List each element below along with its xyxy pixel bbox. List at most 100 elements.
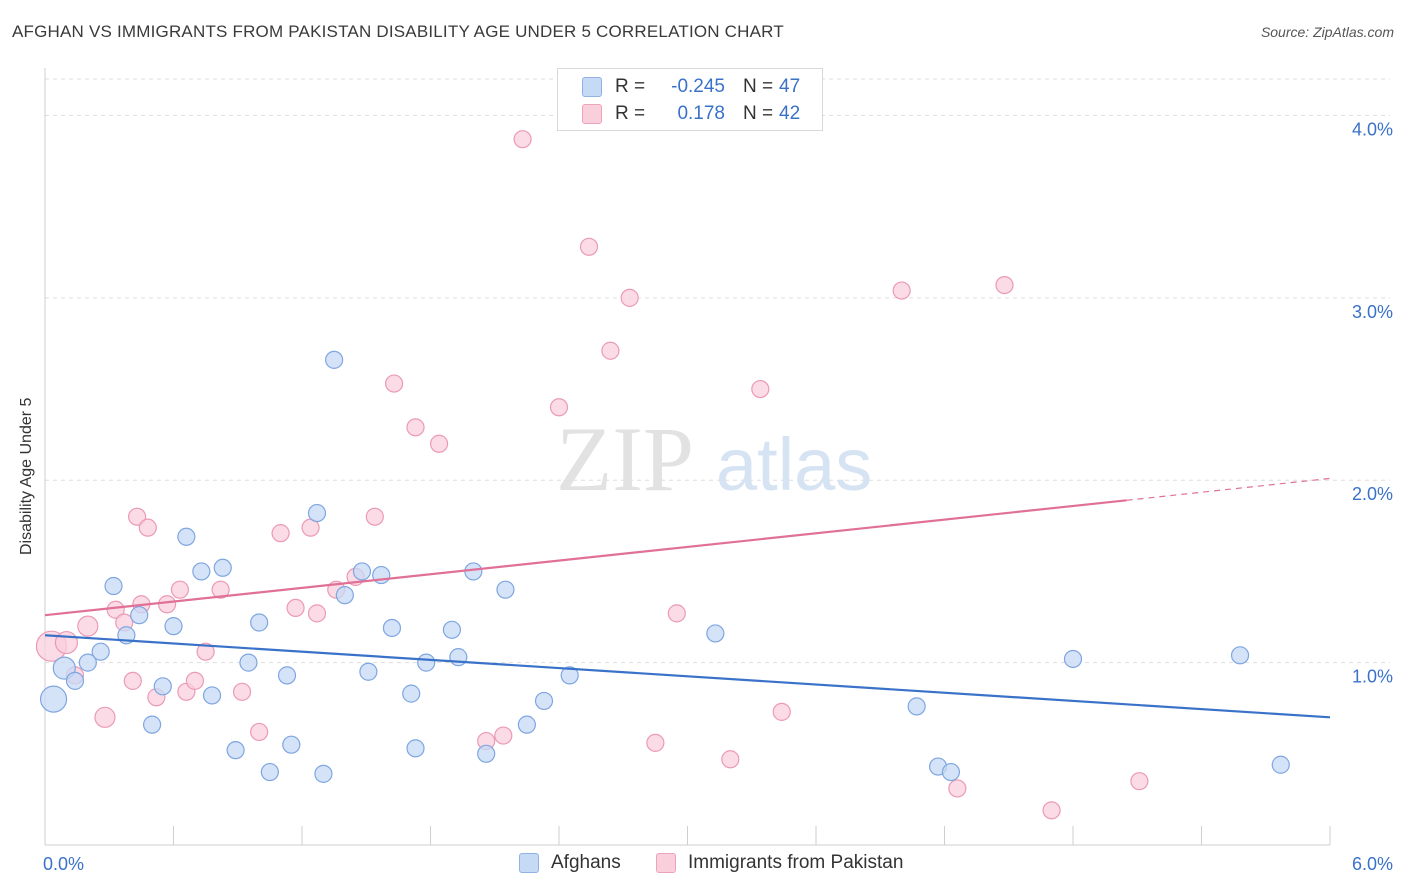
point-afghans — [226, 741, 245, 760]
trend-lines — [44, 477, 1331, 719]
point-afghans — [277, 666, 297, 685]
point-afghans — [307, 503, 327, 523]
x-tick-label: 0.0% — [43, 854, 84, 874]
point-afghans — [104, 576, 123, 596]
point-pakistan — [429, 434, 449, 453]
point-pakistan — [751, 379, 770, 399]
point-pakistan — [772, 702, 791, 721]
point-afghans — [177, 527, 196, 546]
legend-swatch-pakistan — [582, 104, 602, 124]
point-pakistan — [271, 524, 290, 543]
point-afghans — [78, 653, 97, 672]
point-afghans — [907, 697, 926, 716]
point-pakistan — [406, 418, 425, 437]
point-afghans — [250, 613, 269, 632]
point-pakistan — [667, 604, 686, 623]
point-afghans — [359, 662, 378, 681]
point-pakistan — [286, 598, 305, 618]
point-afghans — [560, 666, 579, 685]
point-afghans — [517, 715, 536, 734]
point-pakistan — [106, 600, 125, 619]
point-afghans — [91, 642, 110, 661]
axes — [44, 68, 1331, 846]
point-pakistan — [77, 615, 99, 637]
series-legend: Afghans Immigrants from Pakistan — [0, 852, 1406, 878]
point-pakistan — [620, 288, 639, 307]
point-afghans — [39, 685, 68, 713]
legend-row-pakistan: R = 0.178 N = 42 — [582, 102, 800, 126]
trend-line-pakistan — [44, 499, 1127, 617]
y-tick-label: 3.0% — [1352, 302, 1393, 322]
point-afghans — [192, 562, 211, 581]
point-pakistan — [579, 237, 599, 256]
trend-line-pakistan-extension — [1126, 477, 1331, 501]
watermark: ZIP atlas — [556, 408, 872, 510]
point-afghans — [325, 350, 344, 369]
y-axis-label-wrap: Disability Age Under 5 — [18, 398, 38, 556]
point-afghans — [406, 739, 425, 758]
point-pakistan — [54, 630, 79, 655]
point-pakistan — [494, 726, 513, 745]
legend-label-pakistan: Immigrants from Pakistan — [688, 852, 904, 873]
series-afghans-points — [39, 350, 1290, 783]
point-pakistan — [196, 642, 215, 661]
point-afghans — [282, 735, 301, 754]
grid-lines — [45, 78, 1390, 664]
point-afghans — [352, 562, 372, 581]
tick-labels: 1.0% 2.0% 3.0% 4.0% 0.0% 6.0% — [43, 119, 1393, 874]
point-afghans — [1230, 646, 1250, 665]
series-pakistan-points — [35, 130, 1149, 820]
y-tick-label: 2.0% — [1352, 484, 1393, 504]
y-axis-label: Disability Age Under 5 — [18, 397, 35, 555]
point-afghans — [164, 617, 183, 636]
point-afghans — [130, 606, 149, 625]
point-pakistan — [250, 722, 269, 742]
point-pakistan — [721, 750, 740, 769]
point-afghans — [239, 653, 258, 672]
point-pakistan — [232, 682, 252, 701]
point-pakistan — [211, 580, 230, 599]
legend-n-label: N = — [743, 103, 774, 124]
correlation-legend: R = -0.245 N = 47 R = 0.178 N = 42 — [557, 68, 823, 131]
point-pakistan — [138, 518, 157, 537]
point-afghans — [496, 580, 515, 599]
legend-r-label: R = — [615, 103, 646, 124]
legend-swatch-pakistan — [656, 853, 676, 873]
legend-n-value: 47 — [779, 76, 801, 97]
legend-item-pakistan: Immigrants from Pakistan — [656, 852, 903, 874]
point-afghans — [1271, 755, 1290, 774]
point-pakistan — [892, 281, 911, 300]
point-afghans — [314, 764, 333, 783]
point-pakistan — [601, 341, 620, 360]
point-pakistan — [185, 671, 205, 690]
legend-swatch-afghans — [519, 853, 539, 873]
y-tick-label: 1.0% — [1352, 667, 1393, 687]
point-afghans — [65, 671, 85, 690]
watermark-zip: ZIP — [556, 408, 694, 510]
legend-r-value: 0.178 — [677, 103, 725, 124]
x-tick-label: 6.0% — [1352, 854, 1393, 874]
legend-row-afghans: R = -0.245 N = 47 — [582, 75, 800, 99]
point-afghans — [477, 744, 496, 763]
point-afghans — [442, 620, 462, 639]
y-tick-label: 4.0% — [1352, 119, 1393, 139]
legend-n-value: 42 — [779, 103, 801, 124]
point-afghans — [142, 715, 162, 734]
point-afghans — [335, 586, 354, 605]
point-afghans — [1063, 649, 1083, 669]
trend-line-afghans — [44, 634, 1331, 719]
point-afghans — [153, 677, 172, 696]
point-pakistan — [1130, 772, 1149, 791]
legend-label-afghans: Afghans — [551, 852, 621, 873]
watermark-atlas: atlas — [716, 423, 872, 506]
point-afghans — [941, 762, 961, 782]
chart-title: AFGHAN VS IMMIGRANTS FROM PAKISTAN DISAB… — [12, 22, 784, 41]
point-pakistan — [549, 398, 569, 417]
point-afghans — [706, 624, 725, 643]
source-label: Source: ZipAtlas.com — [1260, 24, 1394, 40]
point-afghans — [213, 558, 232, 577]
point-pakistan — [123, 671, 142, 690]
point-afghans — [260, 762, 279, 782]
point-pakistan — [94, 706, 116, 728]
